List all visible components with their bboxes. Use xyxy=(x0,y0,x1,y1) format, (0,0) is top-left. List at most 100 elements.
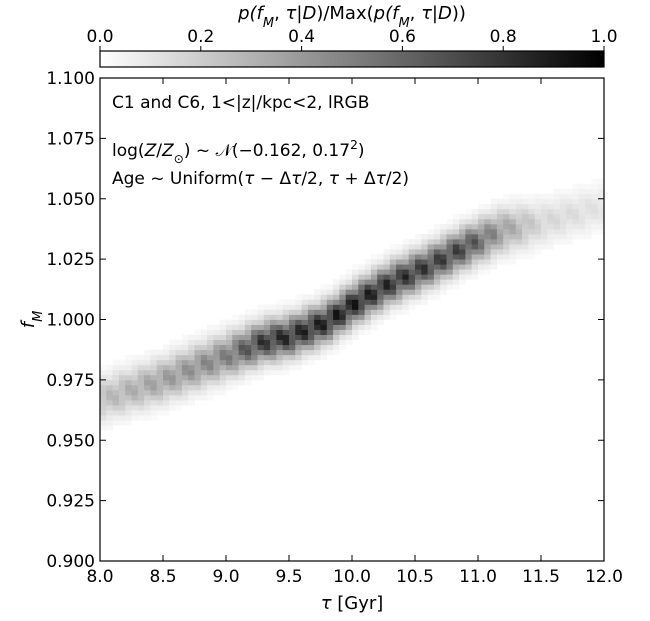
heatmap-cell xyxy=(207,329,214,335)
heatmap-cell xyxy=(156,410,164,416)
heatmap-cell xyxy=(358,284,365,290)
y-tick-label: 0.975 xyxy=(46,371,95,391)
heatmap-cell xyxy=(402,299,410,305)
heatmap-cell xyxy=(244,329,252,335)
heatmap-cell xyxy=(333,319,340,325)
heatmap-cell xyxy=(144,369,151,376)
heatmap-cell xyxy=(459,228,466,235)
heatmap-cell xyxy=(314,349,321,356)
heatmap-cell xyxy=(547,218,554,225)
heatmap-cell xyxy=(541,244,548,250)
heatmap-cell xyxy=(282,304,290,310)
heatmap-cell xyxy=(163,410,170,416)
heatmap-cell xyxy=(333,289,340,295)
heatmap-cell xyxy=(307,294,315,300)
heatmap-cell xyxy=(251,314,258,320)
heatmap-cell xyxy=(515,223,523,230)
heatmap-cell xyxy=(270,329,277,335)
heatmap-cell xyxy=(320,339,328,346)
heatmap-cell xyxy=(352,299,359,305)
heatmap-cell xyxy=(144,415,151,421)
heatmap-cell xyxy=(591,223,599,230)
y-tick-label: 1.050 xyxy=(46,190,95,210)
heatmap-cell xyxy=(364,259,372,265)
heatmap-cell xyxy=(459,259,466,265)
heatmap-cell xyxy=(370,264,378,270)
heatmap-cell xyxy=(597,228,605,235)
heatmap-cell xyxy=(289,359,296,366)
heatmap-cell xyxy=(125,374,132,381)
heatmap-cell xyxy=(295,339,302,346)
heatmap-cell xyxy=(452,244,460,250)
heatmap-cell xyxy=(276,304,284,310)
heatmap-cell xyxy=(440,284,447,290)
heatmap-cell xyxy=(427,294,435,300)
heatmap-cell xyxy=(125,405,132,411)
heatmap-cell xyxy=(427,269,435,275)
heatmap-cell xyxy=(219,374,227,381)
heatmap-cell xyxy=(232,319,239,325)
heatmap-cell xyxy=(326,339,334,346)
heatmap-cell xyxy=(515,218,523,225)
colorbar-tick-label: 0.0 xyxy=(86,27,113,47)
heatmap-cell xyxy=(541,198,548,205)
heatmap-cell xyxy=(314,319,321,325)
heatmap-cell xyxy=(213,329,221,335)
heatmap-cell xyxy=(452,279,460,285)
heatmap-cell xyxy=(452,269,460,275)
heatmap-cell xyxy=(383,294,391,300)
heatmap-cell xyxy=(370,279,378,285)
heatmap-cell xyxy=(100,415,107,421)
heatmap-cell xyxy=(100,405,107,411)
heatmap-cell xyxy=(370,254,378,260)
heatmap-cell xyxy=(276,329,284,335)
heatmap-cell xyxy=(106,389,113,396)
heatmap-cell xyxy=(251,344,258,351)
heatmap-cell xyxy=(383,274,391,280)
heatmap-cell xyxy=(452,228,460,235)
heatmap-cell xyxy=(163,394,170,401)
heatmap-cell xyxy=(364,289,372,295)
heatmap-cell xyxy=(389,274,397,280)
heatmap-cell xyxy=(339,274,347,280)
heatmap-cell xyxy=(163,349,170,356)
heatmap-cell xyxy=(383,259,391,265)
heatmap-cell xyxy=(440,264,447,270)
x-tick-label: 11.5 xyxy=(522,567,560,587)
heatmap-cell xyxy=(307,304,315,310)
heatmap-cell xyxy=(232,314,239,320)
heatmap-cell xyxy=(383,279,391,285)
heatmap-cell xyxy=(389,244,397,250)
heatmap-cell xyxy=(244,334,252,341)
heatmap-cell xyxy=(396,304,403,310)
heatmap-cell xyxy=(188,389,195,396)
heatmap-cell xyxy=(402,304,410,310)
heatmap-cell xyxy=(597,193,605,200)
heatmap-cell xyxy=(163,379,170,386)
heatmap-cell xyxy=(446,259,454,265)
heatmap-cell xyxy=(251,319,258,325)
heatmap-cell xyxy=(131,379,139,386)
heatmap-cell xyxy=(100,364,107,371)
heatmap-cell xyxy=(213,349,221,356)
heatmap-cell xyxy=(585,208,592,215)
heatmap-cell xyxy=(415,269,422,275)
heatmap-cell xyxy=(484,203,491,210)
heatmap-cell xyxy=(181,379,189,386)
heatmap-cell xyxy=(559,218,567,225)
heatmap-cell xyxy=(244,374,252,381)
heatmap-cell xyxy=(320,319,328,325)
heatmap-cell xyxy=(541,208,548,215)
heatmap-cell xyxy=(515,233,523,240)
heatmap-cell xyxy=(175,389,183,396)
heatmap-cell xyxy=(345,304,353,310)
heatmap-cell xyxy=(446,244,454,250)
heatmap-cell xyxy=(490,264,498,270)
heatmap-cell xyxy=(459,244,466,250)
heatmap-cell xyxy=(389,254,397,260)
heatmap-cell xyxy=(314,329,321,335)
heatmap-cell xyxy=(100,369,107,376)
heatmap-cell xyxy=(270,339,277,346)
heatmap-cell xyxy=(478,259,485,265)
